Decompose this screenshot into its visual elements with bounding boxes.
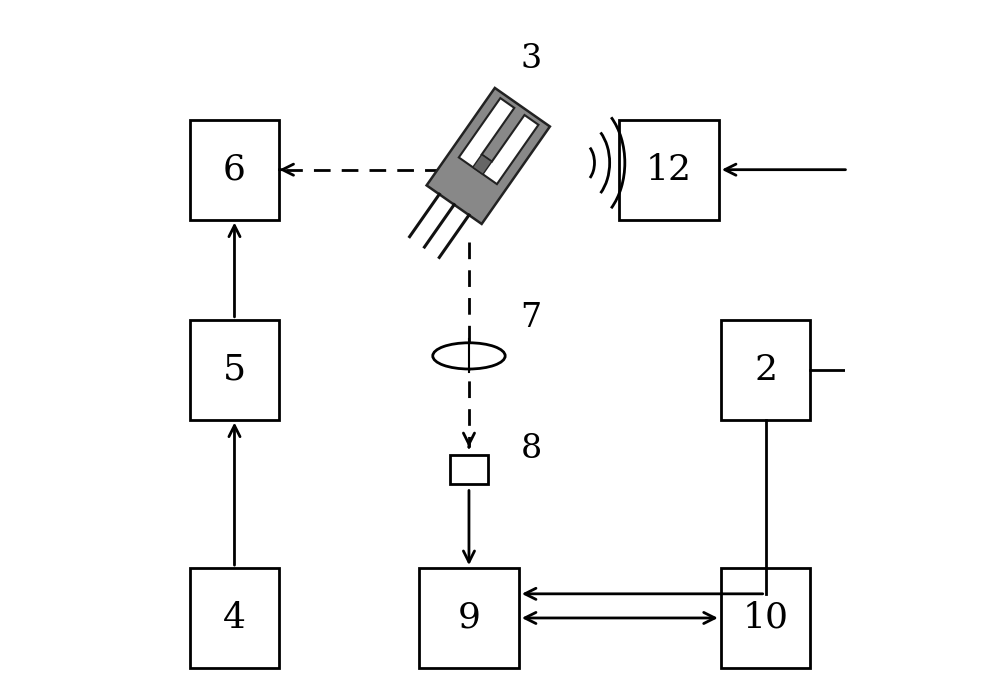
- FancyBboxPatch shape: [190, 119, 279, 220]
- Text: 2: 2: [754, 352, 777, 387]
- FancyBboxPatch shape: [450, 455, 488, 484]
- Text: 5: 5: [223, 352, 246, 387]
- Polygon shape: [473, 154, 492, 174]
- FancyBboxPatch shape: [619, 119, 719, 220]
- Text: 10: 10: [743, 601, 789, 635]
- FancyBboxPatch shape: [190, 568, 279, 668]
- Polygon shape: [427, 88, 550, 224]
- FancyBboxPatch shape: [721, 320, 810, 419]
- FancyBboxPatch shape: [419, 568, 519, 668]
- Text: 6: 6: [223, 153, 246, 186]
- Text: 3: 3: [520, 43, 542, 75]
- Text: 9: 9: [458, 601, 480, 635]
- Text: 8: 8: [520, 433, 542, 465]
- Polygon shape: [459, 98, 538, 184]
- Text: 7: 7: [520, 302, 542, 334]
- Ellipse shape: [433, 343, 505, 369]
- Text: 12: 12: [646, 153, 692, 186]
- FancyBboxPatch shape: [190, 320, 279, 419]
- Text: 4: 4: [223, 601, 246, 635]
- FancyBboxPatch shape: [721, 568, 810, 668]
